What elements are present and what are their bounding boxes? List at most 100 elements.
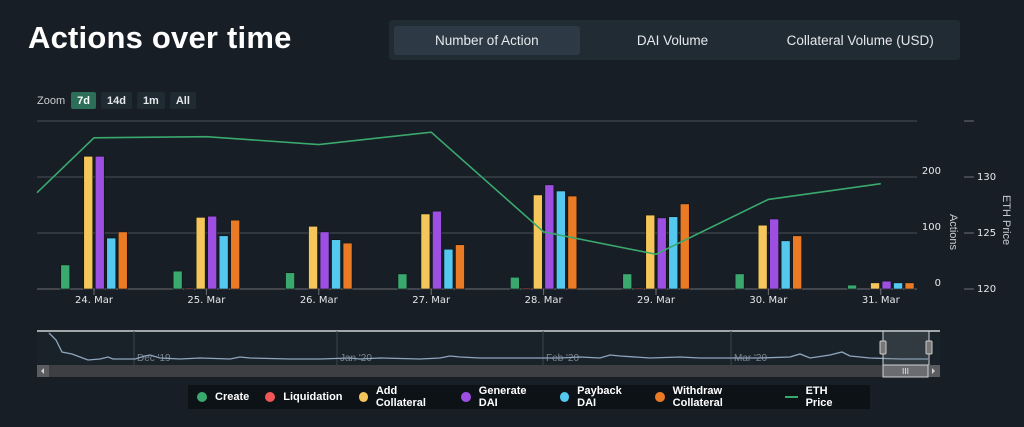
bar-payback-dai[interactable] [106, 237, 117, 290]
scrollbar-thumb[interactable] [882, 364, 929, 378]
bar-create[interactable] [172, 270, 183, 290]
bar-withdraw-collateral[interactable] [342, 242, 353, 290]
y-axes: 0 100 200 120 125 130 [922, 166, 996, 295]
tab-dai-volume[interactable]: DAI Volume [636, 32, 709, 48]
y-axis-left-tick-label: 200 [922, 166, 941, 177]
bar-payback-dai[interactable] [331, 239, 341, 290]
x-axis-tick-label: 25. Mar [187, 295, 226, 306]
legend-dot-icon [461, 392, 471, 402]
legend-dot-icon [358, 392, 368, 402]
navigator-left-handle[interactable] [879, 340, 887, 355]
arrow-left-icon [41, 368, 44, 374]
bar-generate-dai[interactable] [544, 184, 555, 290]
navigator[interactable]: Dec '19 Jan '20 Feb '20 Mar '20 [37, 330, 940, 366]
chart-legend: Create Liquidation Add Collateral Genera… [188, 385, 870, 409]
bar-payback-dai[interactable] [893, 282, 903, 290]
legend-label: Generate DAI [478, 385, 527, 409]
bar-generate-dai[interactable] [94, 155, 105, 290]
legend-dot-icon [559, 392, 570, 402]
scrollbar-grip-icon: III [902, 367, 909, 376]
zoom-1m-button[interactable]: 1m [136, 92, 165, 109]
bar-withdraw-collateral[interactable] [679, 203, 690, 290]
bar-add-collateral[interactable] [757, 224, 768, 290]
bar-withdraw-collateral[interactable] [904, 282, 915, 290]
metric-tabs: Number of Action DAI Volume Collateral V… [389, 20, 960, 60]
x-axis-tick-label: 27. Mar [412, 295, 451, 306]
legend-label: Withdraw Collateral [672, 385, 723, 409]
x-axis-tick-label: 30. Mar [749, 295, 788, 306]
legend-item-withdraw-collateral[interactable]: Withdraw Collateral [655, 385, 768, 409]
bar-payback-dai[interactable] [443, 248, 454, 290]
bar-generate-dai[interactable] [432, 210, 442, 290]
bar-create[interactable] [622, 273, 633, 290]
bar-add-collateral[interactable] [533, 194, 543, 290]
bar-add-collateral[interactable] [195, 217, 206, 290]
bar-payback-dai[interactable] [668, 216, 679, 290]
bar-liquidation[interactable] [633, 287, 644, 290]
legend-dot-icon [655, 392, 665, 402]
bar-withdraw-collateral[interactable] [567, 195, 578, 290]
navigator-scrollbar[interactable]: III [37, 364, 940, 378]
legend-line-icon [784, 396, 798, 398]
zoom-7d-button[interactable]: 7d [71, 92, 96, 109]
bar-payback-dai[interactable] [780, 240, 791, 290]
bar-generate-dai[interactable] [769, 218, 779, 290]
y-axis-right-tick-label: 120 [977, 284, 996, 295]
legend-item-liquidation[interactable]: Liquidation [265, 391, 343, 403]
legend-label: Payback DAI [577, 385, 622, 409]
zoom-14d-button[interactable]: 14d [100, 92, 132, 109]
bar-create[interactable] [734, 273, 745, 290]
bar-payback-dai[interactable] [218, 235, 229, 290]
y-axis-left-tick-label: 0 [935, 278, 941, 289]
bar-generate-dai[interactable] [207, 215, 217, 290]
legend-dot-icon [265, 392, 276, 402]
tab-collateral-volume[interactable]: Collateral Volume (USD) [786, 32, 934, 48]
legend-item-eth-price[interactable]: ETH Price [784, 385, 854, 409]
bar-withdraw-collateral[interactable] [455, 244, 465, 290]
legend-item-create[interactable]: Create [197, 391, 249, 403]
eth-price-line-group [36, 131, 881, 256]
bar-create[interactable] [397, 273, 408, 290]
scrollbar-track[interactable] [37, 365, 940, 377]
bar-add-collateral[interactable] [83, 155, 94, 290]
bar-liquidation[interactable] [184, 287, 194, 290]
bar-add-collateral[interactable] [308, 225, 318, 290]
arrow-right-icon [932, 368, 935, 374]
bar-create[interactable] [285, 272, 295, 290]
bar-generate-dai[interactable] [881, 280, 892, 290]
bar-create[interactable] [60, 264, 71, 290]
bar-series [60, 155, 915, 290]
y-axis-right-tick-label: 125 [977, 228, 996, 239]
zoom-label: Zoom [37, 94, 66, 107]
legend-item-generate-dai[interactable]: Generate DAI [461, 385, 543, 409]
grid-lines [37, 120, 974, 290]
legend-label: Add Collateral [375, 385, 426, 409]
navigator-right-handle[interactable] [925, 340, 933, 355]
eth-price-line[interactable] [36, 131, 881, 256]
x-axis-tick-label: 29. Mar [637, 295, 676, 306]
legend-dot-icon [197, 392, 207, 402]
bar-withdraw-collateral[interactable] [117, 231, 128, 290]
zoom-selector: Zoom 7d 14d 1m All [37, 92, 196, 109]
navigator-selected-range[interactable] [882, 330, 930, 366]
bar-withdraw-collateral[interactable] [792, 235, 802, 290]
navigator-label: Dec '19 [137, 353, 171, 364]
legend-label: Create [215, 391, 250, 403]
bar-create[interactable] [510, 276, 520, 290]
navigator-series-line [48, 332, 928, 361]
navigator-background [37, 330, 940, 365]
bar-generate-dai[interactable] [319, 231, 330, 290]
x-axis: 24. Mar 25. Mar 26. Mar 27. Mar 28. Mar 29. M… [75, 289, 901, 306]
bar-create[interactable] [847, 284, 857, 290]
legend-item-add-collateral[interactable]: Add Collateral [358, 385, 446, 409]
bar-payback-dai[interactable] [556, 190, 566, 290]
bar-add-collateral[interactable] [870, 282, 880, 290]
tab-number-of-action[interactable]: Number of Action [394, 25, 580, 55]
x-axis-tick-label: 26. Mar [300, 295, 339, 306]
zoom-all-button[interactable]: All [169, 92, 196, 109]
bar-liquidation[interactable] [521, 287, 532, 290]
y-axis-left-title: Actions [947, 214, 959, 251]
legend-item-payback-dai[interactable]: Payback DAI [559, 385, 640, 409]
bar-withdraw-collateral[interactable] [230, 219, 240, 290]
bar-add-collateral[interactable] [420, 213, 431, 290]
